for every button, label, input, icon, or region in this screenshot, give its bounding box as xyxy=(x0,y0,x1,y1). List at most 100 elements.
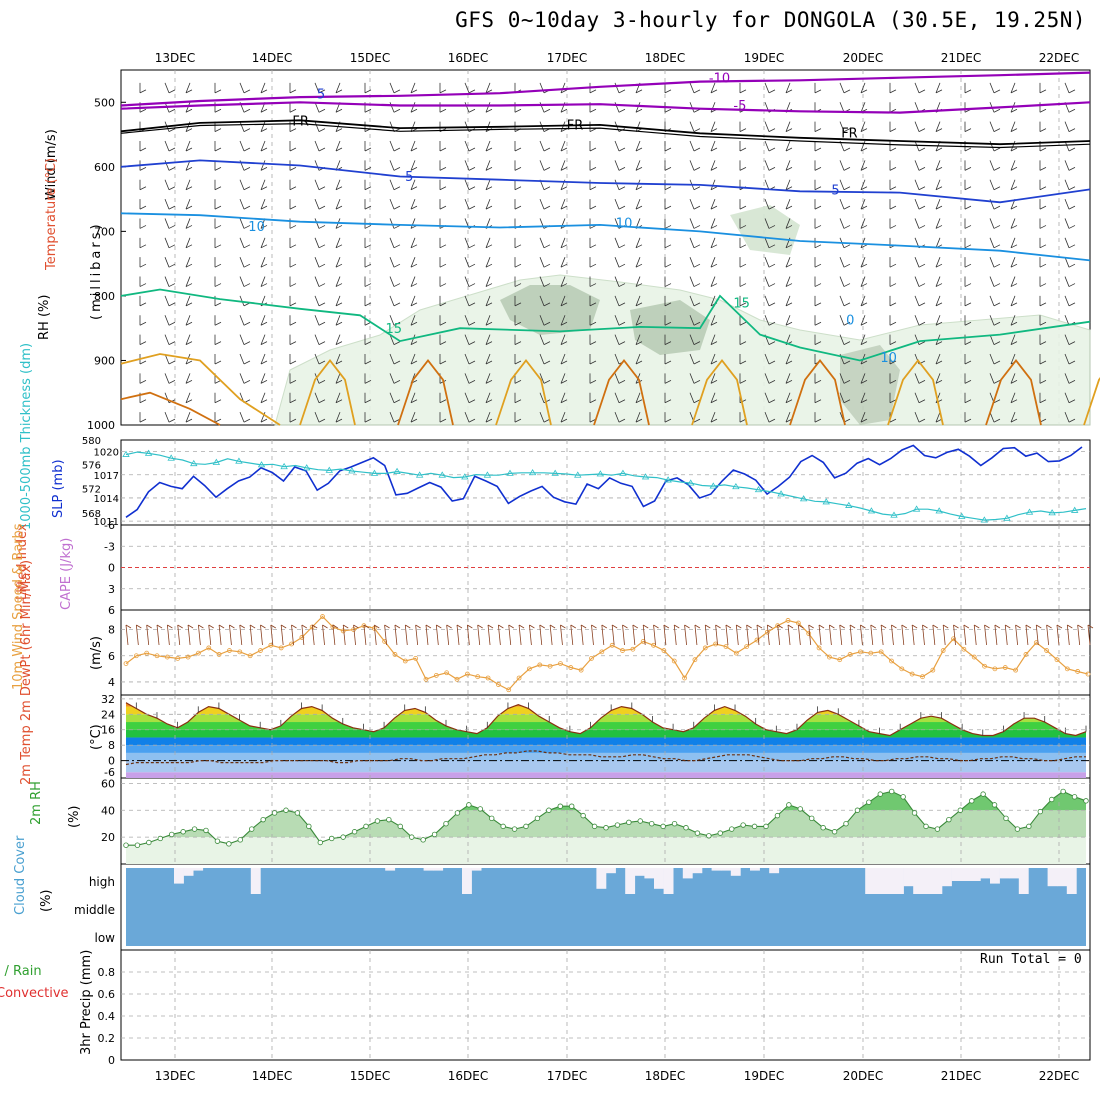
wind-barb xyxy=(1066,624,1070,646)
thickness-marker xyxy=(122,450,130,457)
rh2m-marker xyxy=(523,823,529,830)
wind-barb xyxy=(477,624,481,646)
wind10m-marker xyxy=(682,675,687,681)
wind-barb xyxy=(270,624,274,646)
wind10m-marker xyxy=(495,682,501,687)
rh2m-marker xyxy=(306,823,312,830)
wind10m-marker xyxy=(609,642,615,648)
thickness-marker xyxy=(799,495,808,502)
contour-label: FR xyxy=(567,119,584,134)
rh2m-marker xyxy=(706,833,712,839)
wind-barb xyxy=(177,624,181,646)
wind10m-marker xyxy=(237,649,243,655)
date-label-bottom: 21DEC xyxy=(941,1069,981,1083)
contour-label: -10 xyxy=(709,71,730,86)
wind-barb xyxy=(746,624,750,646)
wind10m-marker xyxy=(599,649,605,655)
cloud-high-gap xyxy=(1057,868,1068,887)
isotherm-25 xyxy=(120,391,221,426)
thickness-marker xyxy=(1003,514,1011,521)
isotherm--5 xyxy=(120,101,1091,114)
date-label-top: 19DEC xyxy=(744,51,784,65)
cloud-high-gap xyxy=(903,868,914,887)
thickness-marker xyxy=(393,467,401,474)
rh-axis-label: RH (%) xyxy=(37,295,52,340)
wind-barb xyxy=(715,624,719,646)
thickness-marker xyxy=(506,469,514,476)
ua-ytick: 600 xyxy=(94,161,115,174)
slp-axis-label: SLP (mb) xyxy=(51,459,66,518)
cloud-high-gap xyxy=(692,868,703,874)
wind-barb xyxy=(808,624,812,646)
cloud-high-gap xyxy=(654,868,664,889)
precip-ytick: 0.4 xyxy=(98,1010,116,1023)
precip-ytick: 0.8 xyxy=(98,966,116,979)
cloud-high-gap xyxy=(462,868,472,894)
wind10m-marker xyxy=(671,658,677,664)
contour-label: 10 xyxy=(248,220,265,235)
rh2m-marker xyxy=(489,815,495,822)
cloud-high-gap xyxy=(990,868,1000,884)
wind10m-marker xyxy=(909,671,915,677)
wind-barb xyxy=(301,624,305,646)
cloud-high-gap xyxy=(970,868,981,881)
rh-shading xyxy=(274,205,1091,426)
rh2m-marker xyxy=(591,823,598,830)
wind10m-marker xyxy=(175,655,181,661)
wind10m-marker xyxy=(299,635,305,640)
rh2m-marker xyxy=(637,818,643,824)
rh2m-marker xyxy=(603,825,609,831)
thickness-line xyxy=(125,451,1087,521)
wind10m-marker xyxy=(1002,665,1008,670)
rh2m-marker xyxy=(1083,798,1089,804)
wind-barb xyxy=(363,624,367,646)
thickness-marker xyxy=(167,454,175,461)
precip-ytick: 0 xyxy=(108,1054,115,1067)
rh2m-marker xyxy=(1060,788,1066,795)
wind10m-marker xyxy=(247,653,253,659)
cloud-high-gap xyxy=(183,868,194,876)
wind10m-marker xyxy=(537,662,543,668)
dewpoint-line xyxy=(125,750,1086,766)
wind-barb xyxy=(415,624,419,646)
wind-barb xyxy=(601,624,605,646)
thickness-marker xyxy=(596,470,605,477)
thickness-marker xyxy=(619,469,627,476)
wind-barb xyxy=(663,624,667,646)
rh2m-marker xyxy=(409,834,415,840)
wind-axis-label: Wind (m/s) xyxy=(44,129,59,200)
wind-barb xyxy=(322,624,325,646)
rh2m-marker xyxy=(443,820,449,827)
isotherm-loop xyxy=(1083,377,1100,426)
date-label-top: 21DEC xyxy=(941,51,981,65)
cloud-high-gap xyxy=(942,868,952,887)
thickness-marker xyxy=(777,490,785,497)
wind-barb xyxy=(704,624,708,646)
date-label-top: 20DEC xyxy=(843,51,883,65)
rh2m-marker xyxy=(751,823,758,830)
thickness-marker xyxy=(574,471,582,478)
slp-ytick: 1014 xyxy=(94,494,119,505)
rh2m-marker xyxy=(820,825,826,831)
wind10m-marker xyxy=(392,652,398,657)
rh2m-marker xyxy=(911,810,918,816)
rh2m-marker xyxy=(386,816,392,823)
wind10m-marker xyxy=(206,645,212,651)
isotherm-loop xyxy=(397,359,454,426)
rh2m-marker xyxy=(1003,815,1009,822)
wind-barb xyxy=(435,624,439,646)
rh2m-marker xyxy=(649,820,655,827)
li-ytick: 0 xyxy=(108,562,115,575)
thickness-ytick: 568 xyxy=(82,509,101,520)
temp-ytick: -6 xyxy=(104,766,115,779)
wind10m-marker xyxy=(723,644,729,650)
isotherm-5 xyxy=(120,159,1091,204)
contour-label: 5 xyxy=(405,170,413,185)
rh2m-marker xyxy=(1026,823,1032,830)
rh2m-marker xyxy=(717,830,723,836)
thickness-marker xyxy=(257,461,266,468)
rh2m-marker xyxy=(1014,826,1021,832)
wind10m-marker xyxy=(878,649,884,655)
ua-ytick: 800 xyxy=(94,290,115,303)
rh2m-marker xyxy=(671,820,678,827)
